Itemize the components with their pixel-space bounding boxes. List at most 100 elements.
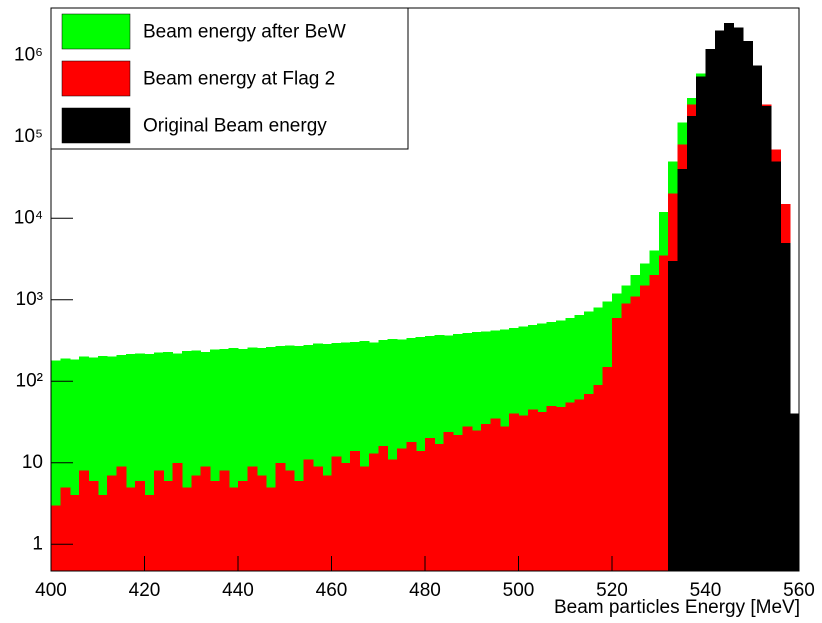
histogram-bar [565,402,576,571]
histogram-bar [247,466,258,571]
x-axis-title: Beam particles Energy [MeV] [554,597,800,618]
histogram-bar [696,76,707,571]
legend-swatch [61,60,131,97]
histogram-bar [51,360,61,571]
histogram-bar [453,434,463,571]
x-tick-label: 440 [222,580,254,601]
histogram-bar [527,409,538,571]
histogram-bar [789,413,800,571]
histogram-bar [135,353,146,571]
histogram-bar [481,423,492,571]
histogram-bar [60,358,71,571]
histogram-bar [546,405,557,571]
histogram-bar [219,348,230,571]
legend-swatch [61,107,131,144]
histogram-bar [640,285,650,571]
histogram-bar [331,456,342,571]
histogram-bar [191,350,202,571]
histogram-bar [752,65,763,571]
histogram-bar [359,466,370,571]
x-tick-label: 560 [783,580,815,601]
histogram-bar [387,339,398,571]
histogram-bar [163,480,174,571]
x-tick-label: 400 [35,580,67,601]
histogram-bar [163,351,174,571]
histogram-bar [396,448,407,571]
histogram-bar [144,354,155,571]
histogram-bar [228,348,239,571]
histogram-bar [705,48,716,572]
histogram-bar [583,393,594,571]
histogram-bar [181,351,192,571]
histogram-bar [462,426,473,571]
histogram-bar [266,487,276,571]
histogram-bar [322,475,333,571]
legend-label: Original Beam energy [143,116,327,137]
histogram-bar [88,480,99,571]
histogram-bar [107,475,118,571]
y-tick-label: 1 [32,533,43,554]
histogram-bar [228,487,239,571]
histogram-bar [284,345,295,571]
histogram-bar [266,346,276,571]
histogram-bar [322,344,333,571]
histogram-bar [630,296,641,571]
histogram-bar [97,495,108,571]
legend-swatch [61,13,131,50]
histogram-bar [284,470,295,571]
histogram-bar [172,462,183,571]
histogram-bar [509,413,520,571]
histogram-bar [125,354,136,571]
histogram-bar [686,115,697,571]
legend-label: Beam energy after BeW [143,22,346,43]
histogram-bar [537,411,548,571]
histogram-bar [181,487,192,571]
histogram-bar [219,470,230,571]
histogram-bar [733,27,744,572]
histogram-bar [247,347,258,571]
histogram-bar [471,430,482,571]
y-tick-label: 10⁶ [14,44,43,65]
legend-label: Beam energy at Flag 2 [143,69,335,90]
histogram-bar [658,255,669,571]
histogram-bar [425,438,435,571]
histogram-bar [97,355,108,571]
histogram-bar [294,480,305,571]
histogram-bar [780,242,791,572]
histogram-bar [60,487,71,571]
histogram-bar [294,346,305,571]
x-tick-label: 540 [690,580,722,601]
histogram-bar [153,470,164,571]
histogram-bar [312,343,323,571]
histogram-bar [649,275,660,571]
histogram-bar [172,353,183,571]
histogram-bar [340,342,351,571]
histogram-bar [724,22,735,572]
histogram-bar [761,105,772,571]
y-tick-label: 10³ [16,289,43,310]
histogram-bar [490,418,501,571]
histogram-bar [200,351,211,571]
histogram-bar [499,426,510,571]
histogram-bar [350,450,361,571]
histogram-bar [612,317,622,571]
histogram-bar [714,30,725,572]
histogram-bar [275,346,286,571]
histogram-bar [256,348,267,571]
x-tick-label: 460 [316,580,348,601]
histogram-bar [116,466,127,571]
histogram-bar [88,357,99,571]
histogram-bar [107,356,118,571]
histogram-bar [340,462,351,571]
histogram-bar [368,453,379,571]
histogram-bar [69,359,80,571]
histogram-bar [303,459,314,571]
histogram-bar [51,505,61,571]
histogram-bar [69,495,80,571]
histogram-bar [79,470,89,571]
histogram-bar [593,384,604,571]
histogram-bar [135,480,146,571]
histogram-bar [555,407,566,571]
histogram-bar [116,355,127,571]
